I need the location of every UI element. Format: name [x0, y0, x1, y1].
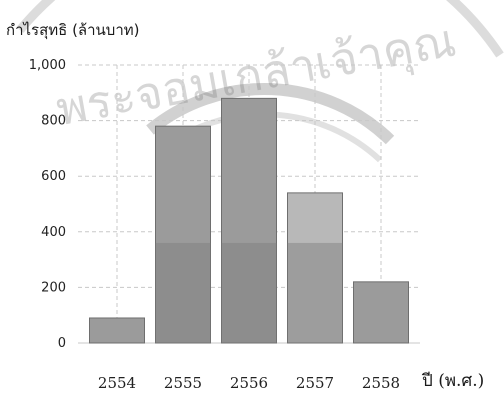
- y-tick-label: 200: [41, 280, 66, 295]
- y-tick-label: 800: [41, 114, 66, 129]
- y-axis-ticks: 0 200 400 600 800 1,000: [29, 58, 66, 351]
- x-axis-ticks: 2554 2555 2556 2557 2558: [98, 374, 400, 392]
- y-axis-title: กำไรสุทธิ (ล้านบาท): [6, 21, 139, 40]
- bars: [89, 97, 409, 344]
- bar-2554: [89, 317, 145, 344]
- bar-shade-2555: [155, 242, 211, 343]
- x-tick-label: 2558: [362, 374, 400, 392]
- x-axis-title: ปี (พ.ศ.): [421, 371, 484, 391]
- x-tick-label: 2554: [98, 374, 136, 392]
- y-tick-label: 0: [58, 336, 66, 351]
- bar-shade-2557: [287, 242, 343, 343]
- x-tick-label: 2555: [164, 374, 202, 392]
- bar-2558: [353, 281, 409, 344]
- y-tick-label: 1,000: [29, 58, 66, 73]
- bar-shade-2556: [221, 242, 277, 343]
- y-tick-label: 600: [41, 169, 66, 184]
- x-tick-label: 2557: [296, 374, 334, 392]
- bar-2557: [287, 192, 343, 344]
- y-tick-label: 400: [41, 225, 66, 240]
- bar-2556: [221, 97, 277, 344]
- bar-2555: [155, 125, 211, 344]
- x-tick-label: 2556: [230, 374, 268, 392]
